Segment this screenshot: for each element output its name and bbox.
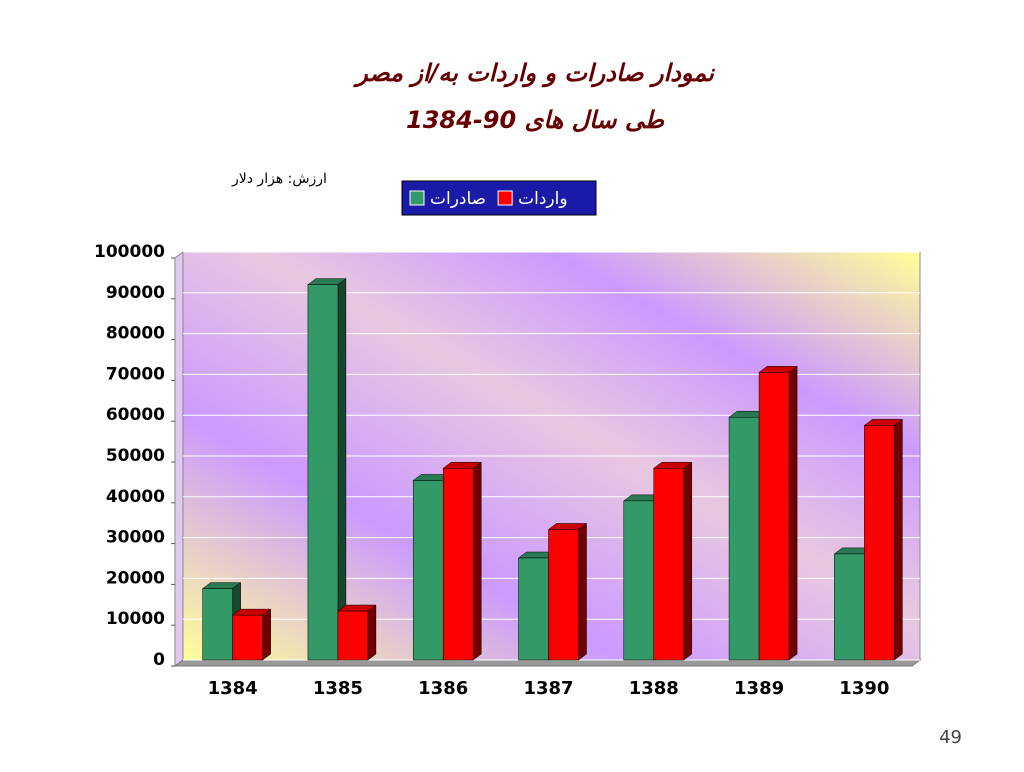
bar [863,418,904,661]
y-tick-label: 40000 [106,487,165,507]
bar-side [788,365,798,661]
bar-side [367,604,377,661]
bar-front [623,500,655,661]
x-tick-label: 1387 [523,678,573,699]
bar-front [758,372,790,661]
legend-swatch [497,190,513,206]
bar [442,461,482,661]
y-tick-label: 0 [153,650,165,670]
bar-side [894,418,903,661]
legend-swatch [409,190,425,206]
bar-side [262,608,271,661]
legend-label: واردات [518,189,567,209]
left-wall [174,251,184,667]
bar [307,278,347,661]
x-tick-label: 1385 [313,678,363,699]
y-tick-label: 60000 [106,405,165,425]
x-tick-label: 1389 [734,678,784,699]
bar [231,608,272,661]
bar-front [728,416,760,661]
bar-front [518,557,549,661]
bar-front [337,610,369,661]
chart-title: نمودار صادرات و واردات به/از مصر [352,59,715,88]
bar [653,461,693,661]
chart-subtitle: طی سال های 90-1384 [406,106,665,134]
bar [547,522,588,661]
bar-side [337,278,347,661]
bar-front [202,588,233,661]
page-number: 49 [939,727,962,748]
x-tick-label: 1388 [629,678,679,699]
bar-side [578,522,587,661]
bar-front [548,529,579,661]
bar-side [683,461,693,661]
y-tick-label: 100000 [94,242,165,262]
bar-side [472,461,482,661]
floor [173,659,922,667]
legend-label: صادرات [430,189,486,209]
x-tick-label: 1384 [208,678,258,699]
bar-front [834,553,865,661]
y-tick-label: 50000 [106,446,165,466]
y-tick-label: 20000 [106,568,165,588]
unit-label: ارزش: هزار دلار [231,171,327,187]
y-tick-label: 70000 [106,364,165,384]
y-tick-label: 30000 [106,528,165,548]
bar-front [232,614,263,661]
bar [337,604,377,661]
bar-front [442,467,474,661]
bar-front [653,467,685,661]
bar-front [412,480,444,661]
y-tick-label: 80000 [106,324,165,344]
y-tick-label: 90000 [106,283,165,303]
bar [758,365,798,661]
bar-front [864,425,895,661]
x-tick-label: 1390 [839,678,889,699]
bar-front [307,284,339,661]
y-tick-label: 10000 [106,609,165,629]
x-tick-label: 1386 [418,678,468,699]
